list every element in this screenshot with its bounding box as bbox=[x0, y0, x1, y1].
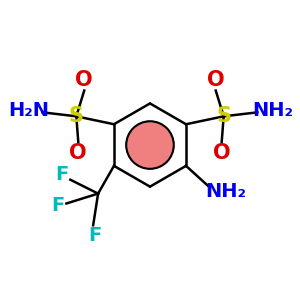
Text: O: O bbox=[70, 143, 87, 163]
Text: S: S bbox=[216, 106, 231, 126]
Text: O: O bbox=[207, 70, 225, 90]
Text: F: F bbox=[88, 226, 102, 245]
Text: NH₂: NH₂ bbox=[205, 182, 246, 201]
Text: H₂N: H₂N bbox=[8, 101, 49, 120]
Text: O: O bbox=[213, 143, 230, 163]
Text: O: O bbox=[75, 70, 93, 90]
Text: NH₂: NH₂ bbox=[253, 101, 294, 120]
Text: S: S bbox=[69, 106, 84, 126]
Circle shape bbox=[126, 121, 174, 169]
Text: F: F bbox=[51, 196, 64, 215]
Text: F: F bbox=[55, 165, 68, 184]
